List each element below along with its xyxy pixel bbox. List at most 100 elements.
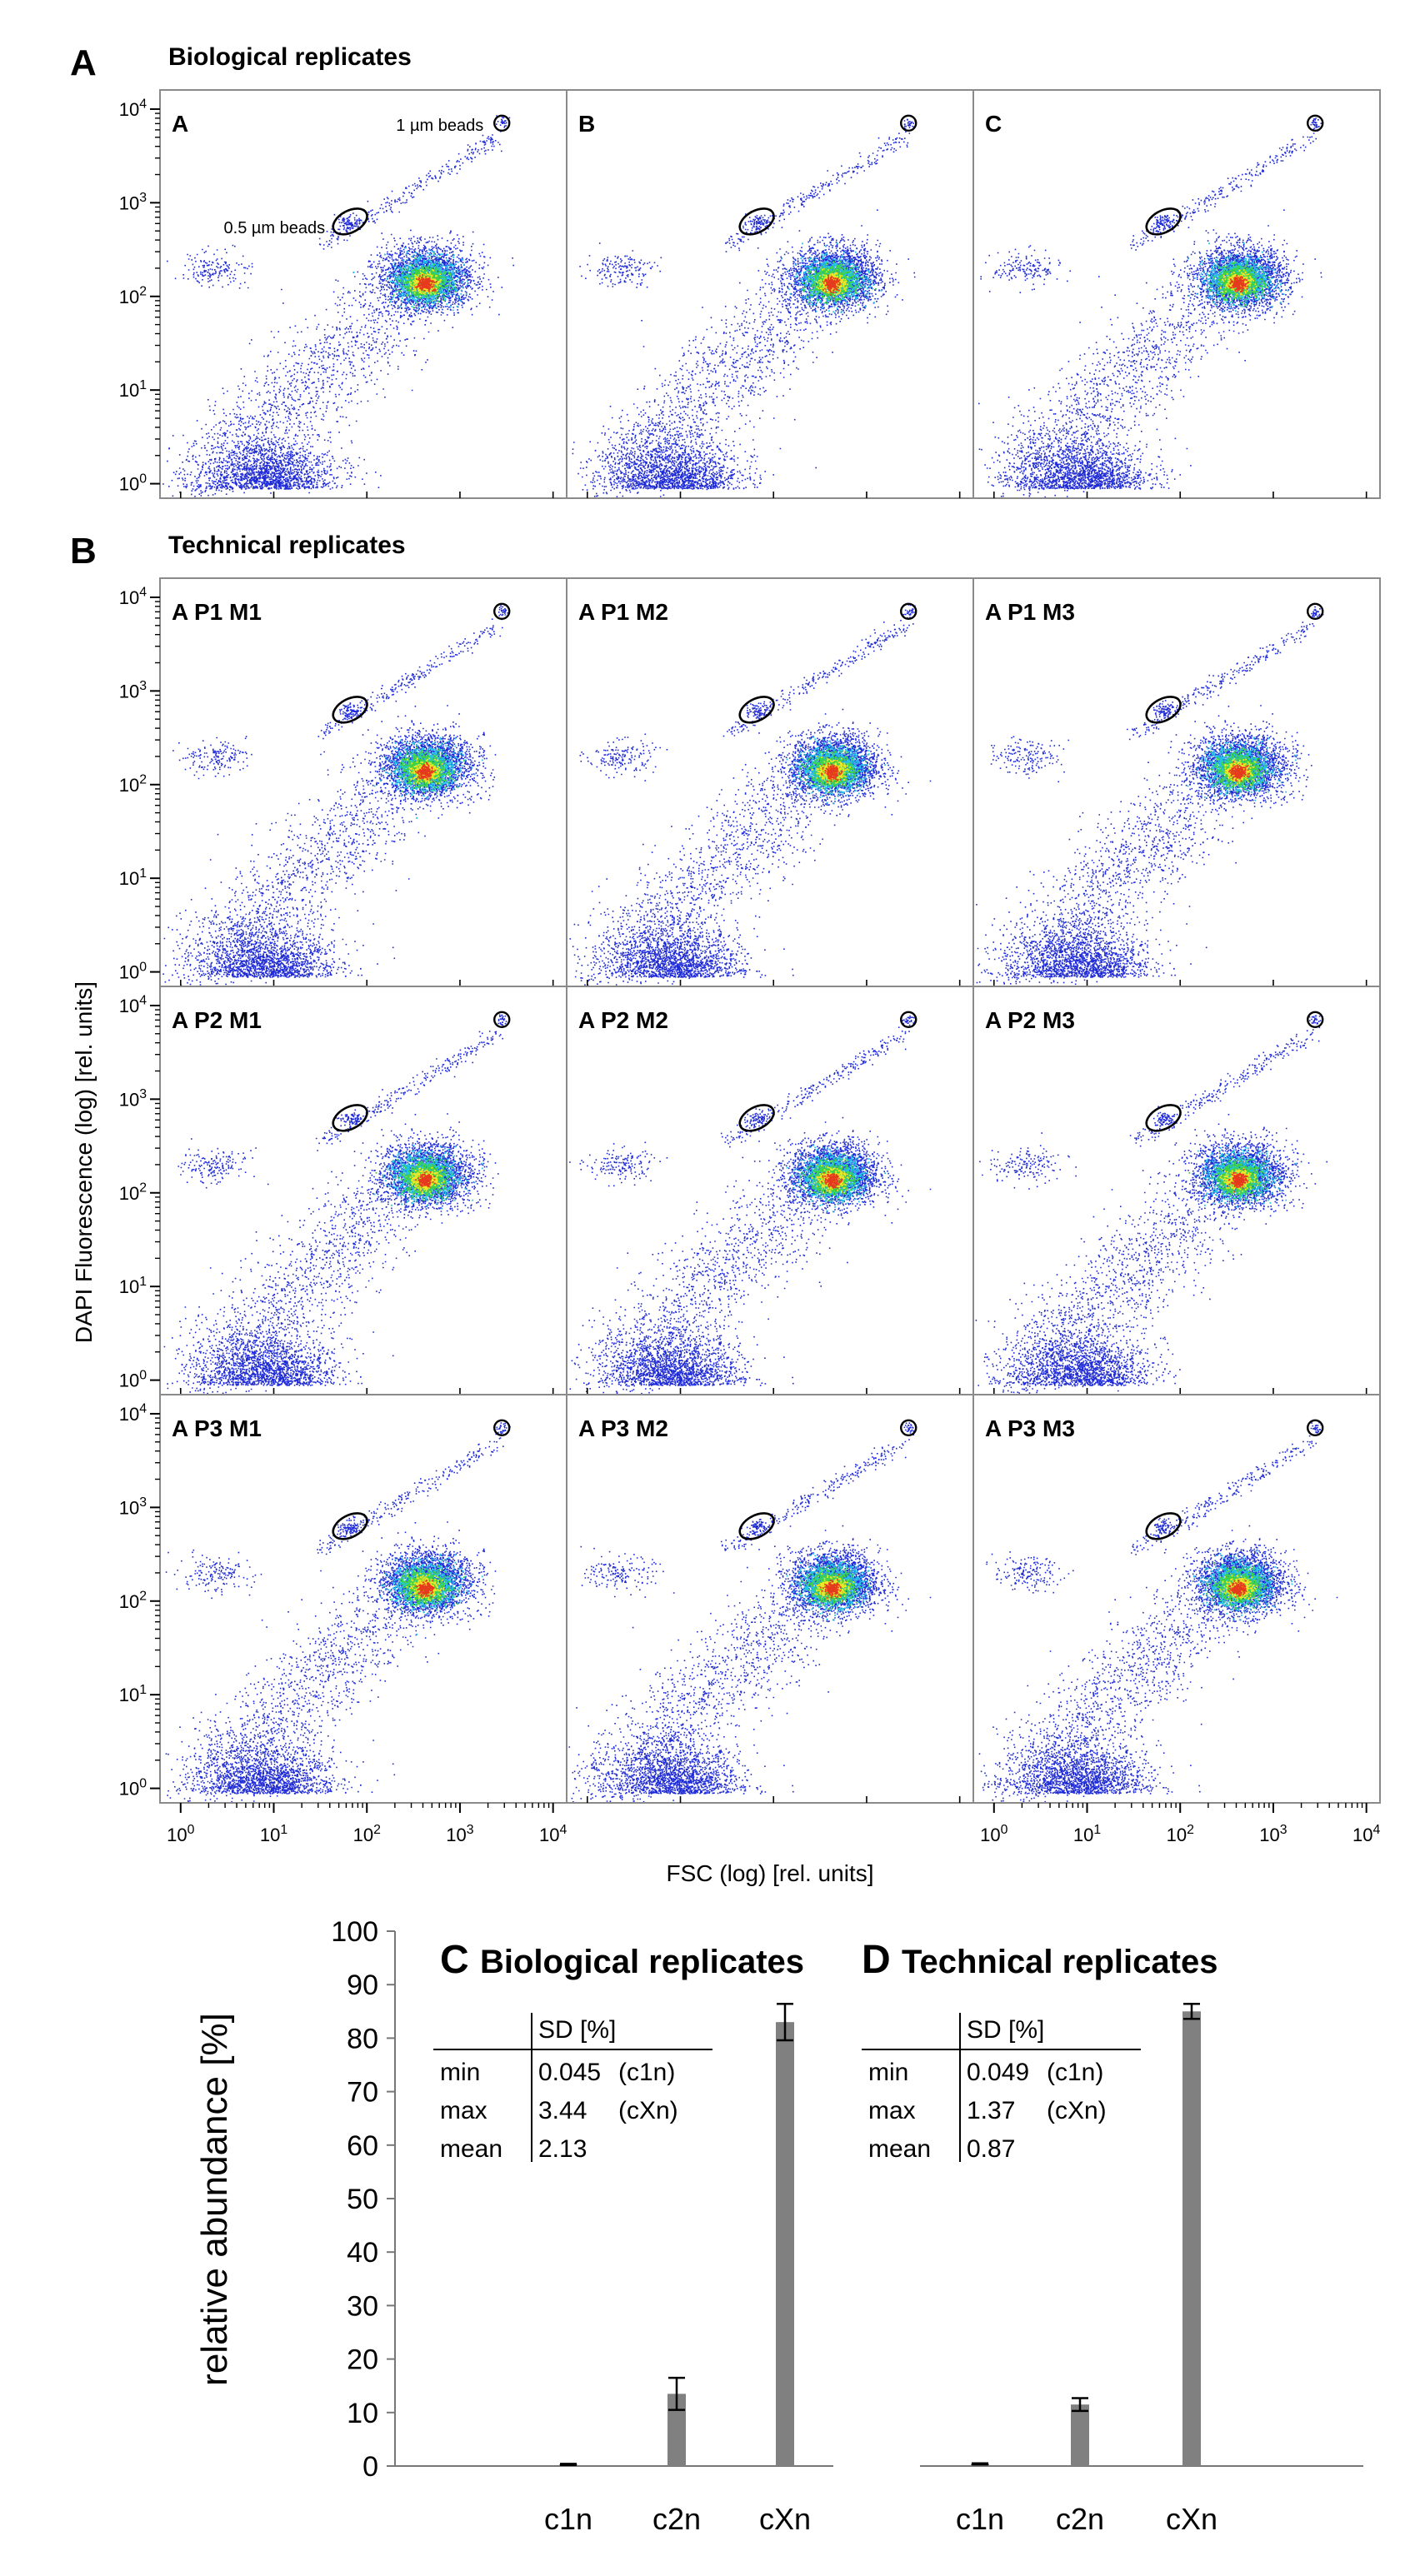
dot-cloud xyxy=(335,1109,368,1127)
x-tick-label: 102 xyxy=(1167,1823,1194,1845)
dot-cloud xyxy=(1152,700,1178,718)
dot-cloud xyxy=(569,1132,848,1395)
x-tick-label: 102 xyxy=(353,1823,381,1845)
y-tick-label: 101 xyxy=(119,378,147,401)
event-dots xyxy=(163,1014,510,1395)
dot-cloud xyxy=(337,1515,362,1537)
panel-label: A P3 M3 xyxy=(985,1415,1075,1441)
sd-table-row-value: 0.049 xyxy=(967,2059,1029,2086)
dot-cloud xyxy=(1228,275,1249,293)
dot-cloud xyxy=(579,733,668,781)
y-tick-label: 100 xyxy=(119,1776,147,1799)
bead-gate-1um xyxy=(493,602,511,621)
dot-cloud xyxy=(579,411,817,490)
panel-label: A P1 M1 xyxy=(172,599,262,625)
bead-gate-1um xyxy=(900,1011,918,1029)
panel-frame xyxy=(159,577,568,987)
flow-panel: A 1 µm beads 0.5 µm beads 100 101 102 103 104 xyxy=(119,89,568,499)
dot-cloud xyxy=(165,1545,444,1803)
dot-cloud xyxy=(1308,1015,1322,1029)
dot-cloud xyxy=(1310,117,1322,132)
dot-cloud xyxy=(902,1422,917,1435)
dot-cloud xyxy=(580,1545,664,1598)
scatter-plots: A Biological replicates B Technical replica… xyxy=(70,42,1381,1886)
bar-y-tick-label: 90 xyxy=(347,1969,378,2001)
x-tick-label: 103 xyxy=(446,1823,473,1845)
dot-cloud xyxy=(989,1311,1181,1386)
dot-cloud xyxy=(1228,1580,1248,1598)
dot-cloud xyxy=(315,1031,503,1151)
event-dots xyxy=(975,1015,1328,1394)
event-dots xyxy=(978,1421,1338,1803)
sd-table-row-label: mean xyxy=(868,2135,931,2163)
dot-cloud xyxy=(1151,214,1179,233)
dot-cloud xyxy=(821,1171,843,1189)
section-a-title: Biological replicates xyxy=(168,43,412,71)
panel-label: A xyxy=(172,111,188,137)
dot-cloud xyxy=(759,209,916,333)
dot-cloud xyxy=(573,1305,794,1386)
bar-category-label: cXn xyxy=(759,2502,811,2536)
dot-cloud xyxy=(720,1026,910,1148)
dot-cloud xyxy=(1146,1106,1178,1129)
bar-y-tick-label: 60 xyxy=(347,2130,378,2162)
sd-table-header: SD [%] xyxy=(538,2016,616,2044)
dot-cloud xyxy=(162,729,443,986)
bead-gate-1um xyxy=(493,1011,511,1029)
dot-cloud xyxy=(1164,1114,1328,1252)
panel-label: A P2 M1 xyxy=(172,1007,262,1033)
sd-table-row-label: max xyxy=(868,2097,916,2124)
panel-frame xyxy=(972,1394,1381,1804)
bar-y-tick-label: 70 xyxy=(347,2077,378,2109)
bead-gate-05um xyxy=(332,207,368,236)
dot-cloud xyxy=(975,1144,1270,1394)
event-dots xyxy=(978,117,1322,498)
event-dots xyxy=(572,118,916,497)
bar-charts: 0 10 20 30 40 50 60 70 80 90 100 relative abundance… xyxy=(194,1916,1363,2536)
bar-cXn xyxy=(776,2022,794,2466)
panel-frame xyxy=(972,89,1381,499)
panel-frame xyxy=(566,89,974,499)
section-b-title: Technical replicates xyxy=(168,532,406,559)
y-tick-label: 103 xyxy=(119,191,147,213)
dot-cloud xyxy=(167,244,253,289)
dot-cloud xyxy=(822,274,841,296)
bar-cXn xyxy=(1182,2011,1201,2466)
dot-cloud xyxy=(741,1516,774,1535)
panel-frame xyxy=(159,986,568,1395)
dot-cloud xyxy=(414,274,438,292)
bar-y-tick-label: 50 xyxy=(347,2184,378,2215)
flow-panel: A P2 M2 xyxy=(566,986,974,1395)
bar-y-tick-label: 0 xyxy=(362,2451,378,2483)
panel-label: C xyxy=(985,111,1002,137)
dot-cloud xyxy=(317,1437,504,1555)
sd-table-row-note: (c1n) xyxy=(618,2059,675,2086)
flow-panel: A P2 M1 100 101 102 103 104 xyxy=(119,986,568,1395)
dot-cloud xyxy=(318,134,502,250)
dot-cloud xyxy=(980,1692,1201,1795)
bar-category-label: c1n xyxy=(544,2502,592,2536)
dot-cloud xyxy=(986,404,1192,490)
dot-cloud xyxy=(338,702,363,720)
y-tick-label: 100 xyxy=(119,1368,147,1390)
bead-gate-05um xyxy=(1145,1104,1182,1132)
beads-05um-label: 0.5 µm beads xyxy=(224,219,326,237)
y-tick-label: 101 xyxy=(119,866,147,889)
y-axis-label: DAPI Fluorescence (log) [rel. units] xyxy=(71,981,97,1343)
x-axis-label: FSC (log) [rel. units] xyxy=(667,1860,874,1886)
y-tick-label: 104 xyxy=(119,586,147,608)
y-tick-label: 101 xyxy=(119,1275,147,1297)
dot-cloud xyxy=(176,1314,394,1386)
y-tick-label: 103 xyxy=(119,679,147,701)
dot-cloud xyxy=(1228,1169,1248,1193)
y-tick-label: 102 xyxy=(119,773,147,796)
bead-gate-1um xyxy=(900,114,918,132)
bar-y-tick-label: 10 xyxy=(347,2398,378,2429)
flow-panel: A P3 M3 100 101 102 103 104 xyxy=(972,1394,1381,1845)
sd-table-row-value: 0.87 xyxy=(967,2135,1015,2163)
sd-table-row-note: (cXn) xyxy=(1047,2097,1107,2124)
panel-frame xyxy=(159,1394,568,1804)
bead-gate-1um xyxy=(493,1419,511,1437)
bar-category-label: c1n xyxy=(956,2502,1004,2536)
